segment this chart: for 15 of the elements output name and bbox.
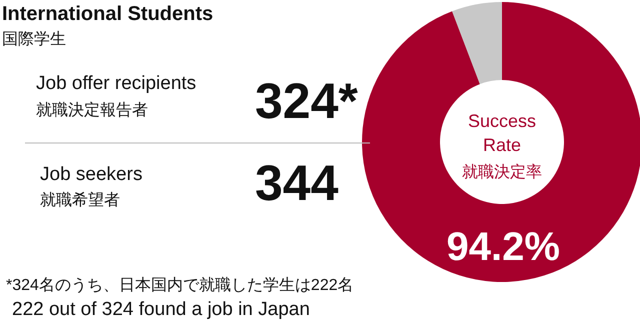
text: Job offer recipients xyxy=(36,73,196,94)
data-label: 94.2% xyxy=(446,225,560,270)
text: 就職希望者 xyxy=(40,191,120,209)
text: 国際学生 xyxy=(2,30,66,48)
text: Job seekers xyxy=(40,164,142,185)
text: *324名のうち、日本国内で就職した学生は222名 xyxy=(6,276,354,294)
text: 344 xyxy=(255,155,339,211)
donut-slice xyxy=(362,2,640,282)
text: 222 out of 324 found a job in Japan xyxy=(12,299,310,320)
text: 324* xyxy=(255,73,358,129)
text: International Students xyxy=(2,3,214,25)
text: Success Rate xyxy=(468,111,536,155)
donut-slice xyxy=(452,2,502,84)
text: 就職決定報告者 xyxy=(36,101,148,119)
text: 就職決定率 xyxy=(462,163,542,181)
